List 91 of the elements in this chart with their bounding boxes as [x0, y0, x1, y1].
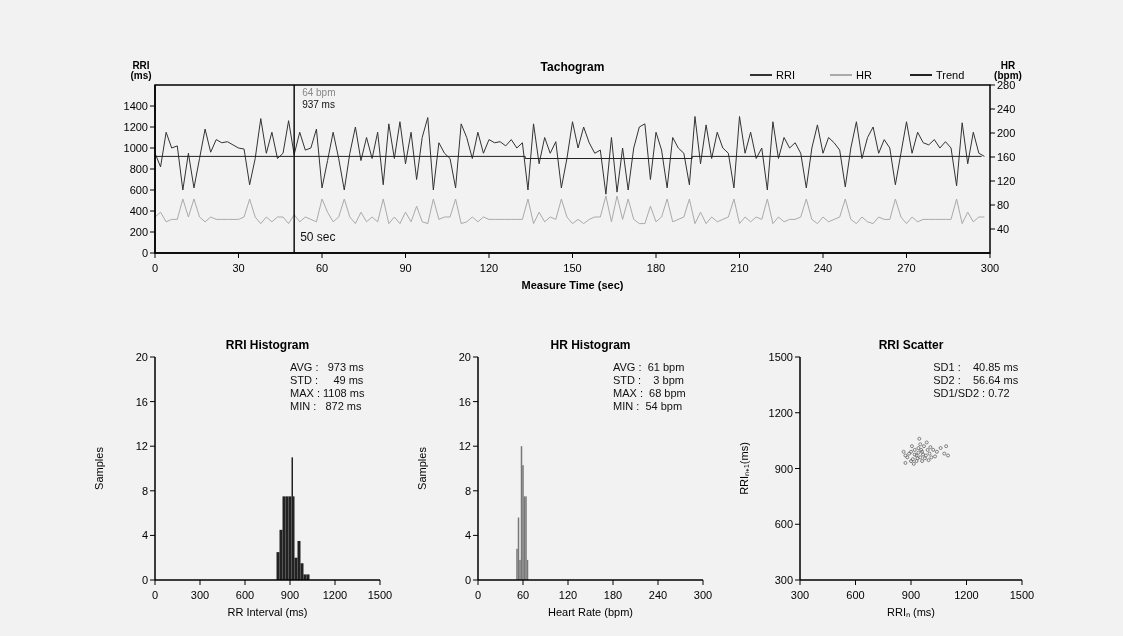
x-tick-label: 150	[563, 262, 582, 274]
y-tick-label: 16	[135, 395, 148, 408]
annotation: MIN : 54 bpm	[613, 400, 683, 412]
y-tick-label: 4	[141, 529, 148, 542]
y2-tick-label: 200	[997, 127, 1016, 139]
annotation: 64 bpm	[302, 87, 336, 98]
y-tick-label: 1500	[768, 351, 793, 363]
x-axis-title: Measure Time (sec)	[521, 279, 624, 291]
chart-title: Tachogram	[540, 60, 605, 74]
annotation: STD : 49 ms	[290, 374, 364, 386]
y-axis-title: Samples	[93, 446, 105, 490]
y-axis-title: RRIₙ₊₁(ms)	[738, 442, 750, 495]
x-tick-label: 300	[190, 589, 210, 601]
x-tick-label: 300	[980, 262, 1000, 274]
x-tick-label: 60	[516, 589, 530, 601]
x-tick-label: 1500	[367, 589, 393, 601]
x-axis-title: RRIₙ (ms)	[887, 606, 935, 618]
line-series	[154, 116, 985, 195]
x-tick-label: 90	[399, 262, 412, 274]
x-tick-label: 300	[693, 589, 713, 601]
annotation: SD1 : 40.85 ms	[933, 361, 1019, 373]
x-tick-label: 600	[846, 589, 865, 601]
x-tick-label: 600	[235, 589, 255, 601]
x-tick-label: 1200	[322, 589, 348, 601]
x-tick-label: 1500	[1009, 589, 1035, 601]
ref-line-label: 50 sec	[300, 230, 336, 244]
y-axis-title: RRI (ms)	[130, 60, 152, 81]
y-tick-label: 8	[141, 484, 148, 497]
annotation: SD2 : 56.64 ms	[933, 374, 1019, 386]
chart-title: HR Histogram	[550, 338, 631, 352]
y-tick-label: 200	[129, 226, 148, 238]
x-tick-label: 900	[280, 589, 300, 601]
y2-tick-label: 240	[997, 103, 1016, 115]
y-axis-title: Samples	[416, 446, 428, 490]
x-tick-label: 60	[315, 262, 329, 274]
x-tick-label: 210	[730, 262, 749, 274]
x-tick-label: 900	[901, 589, 921, 601]
y-tick-label: 400	[129, 205, 148, 217]
legend-label: Trend	[936, 69, 965, 81]
x-tick-label: 120	[479, 262, 499, 274]
annotation: 937 ms	[302, 99, 335, 110]
y-tick-label: 600	[774, 518, 793, 531]
x-tick-label: 240	[648, 589, 668, 601]
annotation: MIN : 872 ms	[290, 400, 363, 412]
x-tick-label: 0	[151, 262, 159, 274]
y-tick-label: 0	[141, 247, 148, 259]
y-tick-label: 1000	[123, 142, 148, 154]
x-tick-label: 0	[474, 589, 482, 601]
y-tick-label: 12	[458, 440, 471, 453]
x-tick-label: 120	[558, 589, 578, 601]
x-tick-label: 1200	[954, 589, 979, 601]
y2-tick-label: 80	[997, 199, 1010, 211]
y-tick-label: 1400	[123, 100, 148, 112]
y-tick-label: 1200	[123, 121, 148, 133]
x-axis-title: Heart Rate (bpm)	[548, 606, 633, 618]
y-tick-label: 4	[464, 529, 471, 542]
y-tick-label: 12	[135, 440, 148, 453]
y2-tick-label: 40	[997, 223, 1010, 235]
x-tick-label: 270	[897, 262, 916, 274]
x-tick-label: 30	[232, 262, 245, 274]
y-tick-label: 300	[774, 574, 793, 586]
y2-axis-title: HR (bpm)	[994, 60, 1022, 81]
y-tick-label: 20	[135, 351, 148, 363]
annotation: STD : 3 bpm	[613, 374, 684, 386]
chart-title: RRI Scatter	[878, 338, 944, 352]
x-tick-label: 180	[646, 262, 666, 274]
annotation: SD1/SD2 : 0.72	[933, 387, 1010, 399]
x-tick-label: 240	[813, 262, 833, 274]
x-tick-label: 180	[603, 589, 623, 601]
chart-title: RRI Histogram	[225, 338, 310, 352]
legend-label: HR	[856, 69, 872, 81]
y2-tick-label: 160	[997, 151, 1016, 163]
x-tick-label: 300	[790, 589, 810, 601]
y-tick-label: 8	[464, 484, 471, 497]
annotation: AVG : 973 ms	[290, 361, 365, 373]
y-tick-label: 16	[458, 395, 471, 408]
y-tick-label: 600	[129, 184, 148, 196]
y-tick-label: 20	[458, 351, 471, 363]
y2-tick-label: 120	[997, 175, 1016, 187]
annotation: AVG : 61 bpm	[613, 361, 685, 373]
annotation: MAX : 1108 ms	[290, 387, 365, 399]
y-tick-label: 800	[129, 163, 148, 175]
x-axis-title: RR Interval (ms)	[227, 606, 308, 618]
annotation: MAX : 68 bpm	[613, 387, 686, 399]
line-series	[154, 195, 985, 225]
x-tick-label: 0	[151, 589, 159, 601]
y-tick-label: 0	[141, 574, 148, 586]
y-tick-label: 1200	[768, 406, 793, 419]
legend-label: RRI	[776, 69, 795, 81]
y-tick-label: 0	[464, 574, 471, 586]
y-tick-label: 900	[774, 462, 793, 475]
